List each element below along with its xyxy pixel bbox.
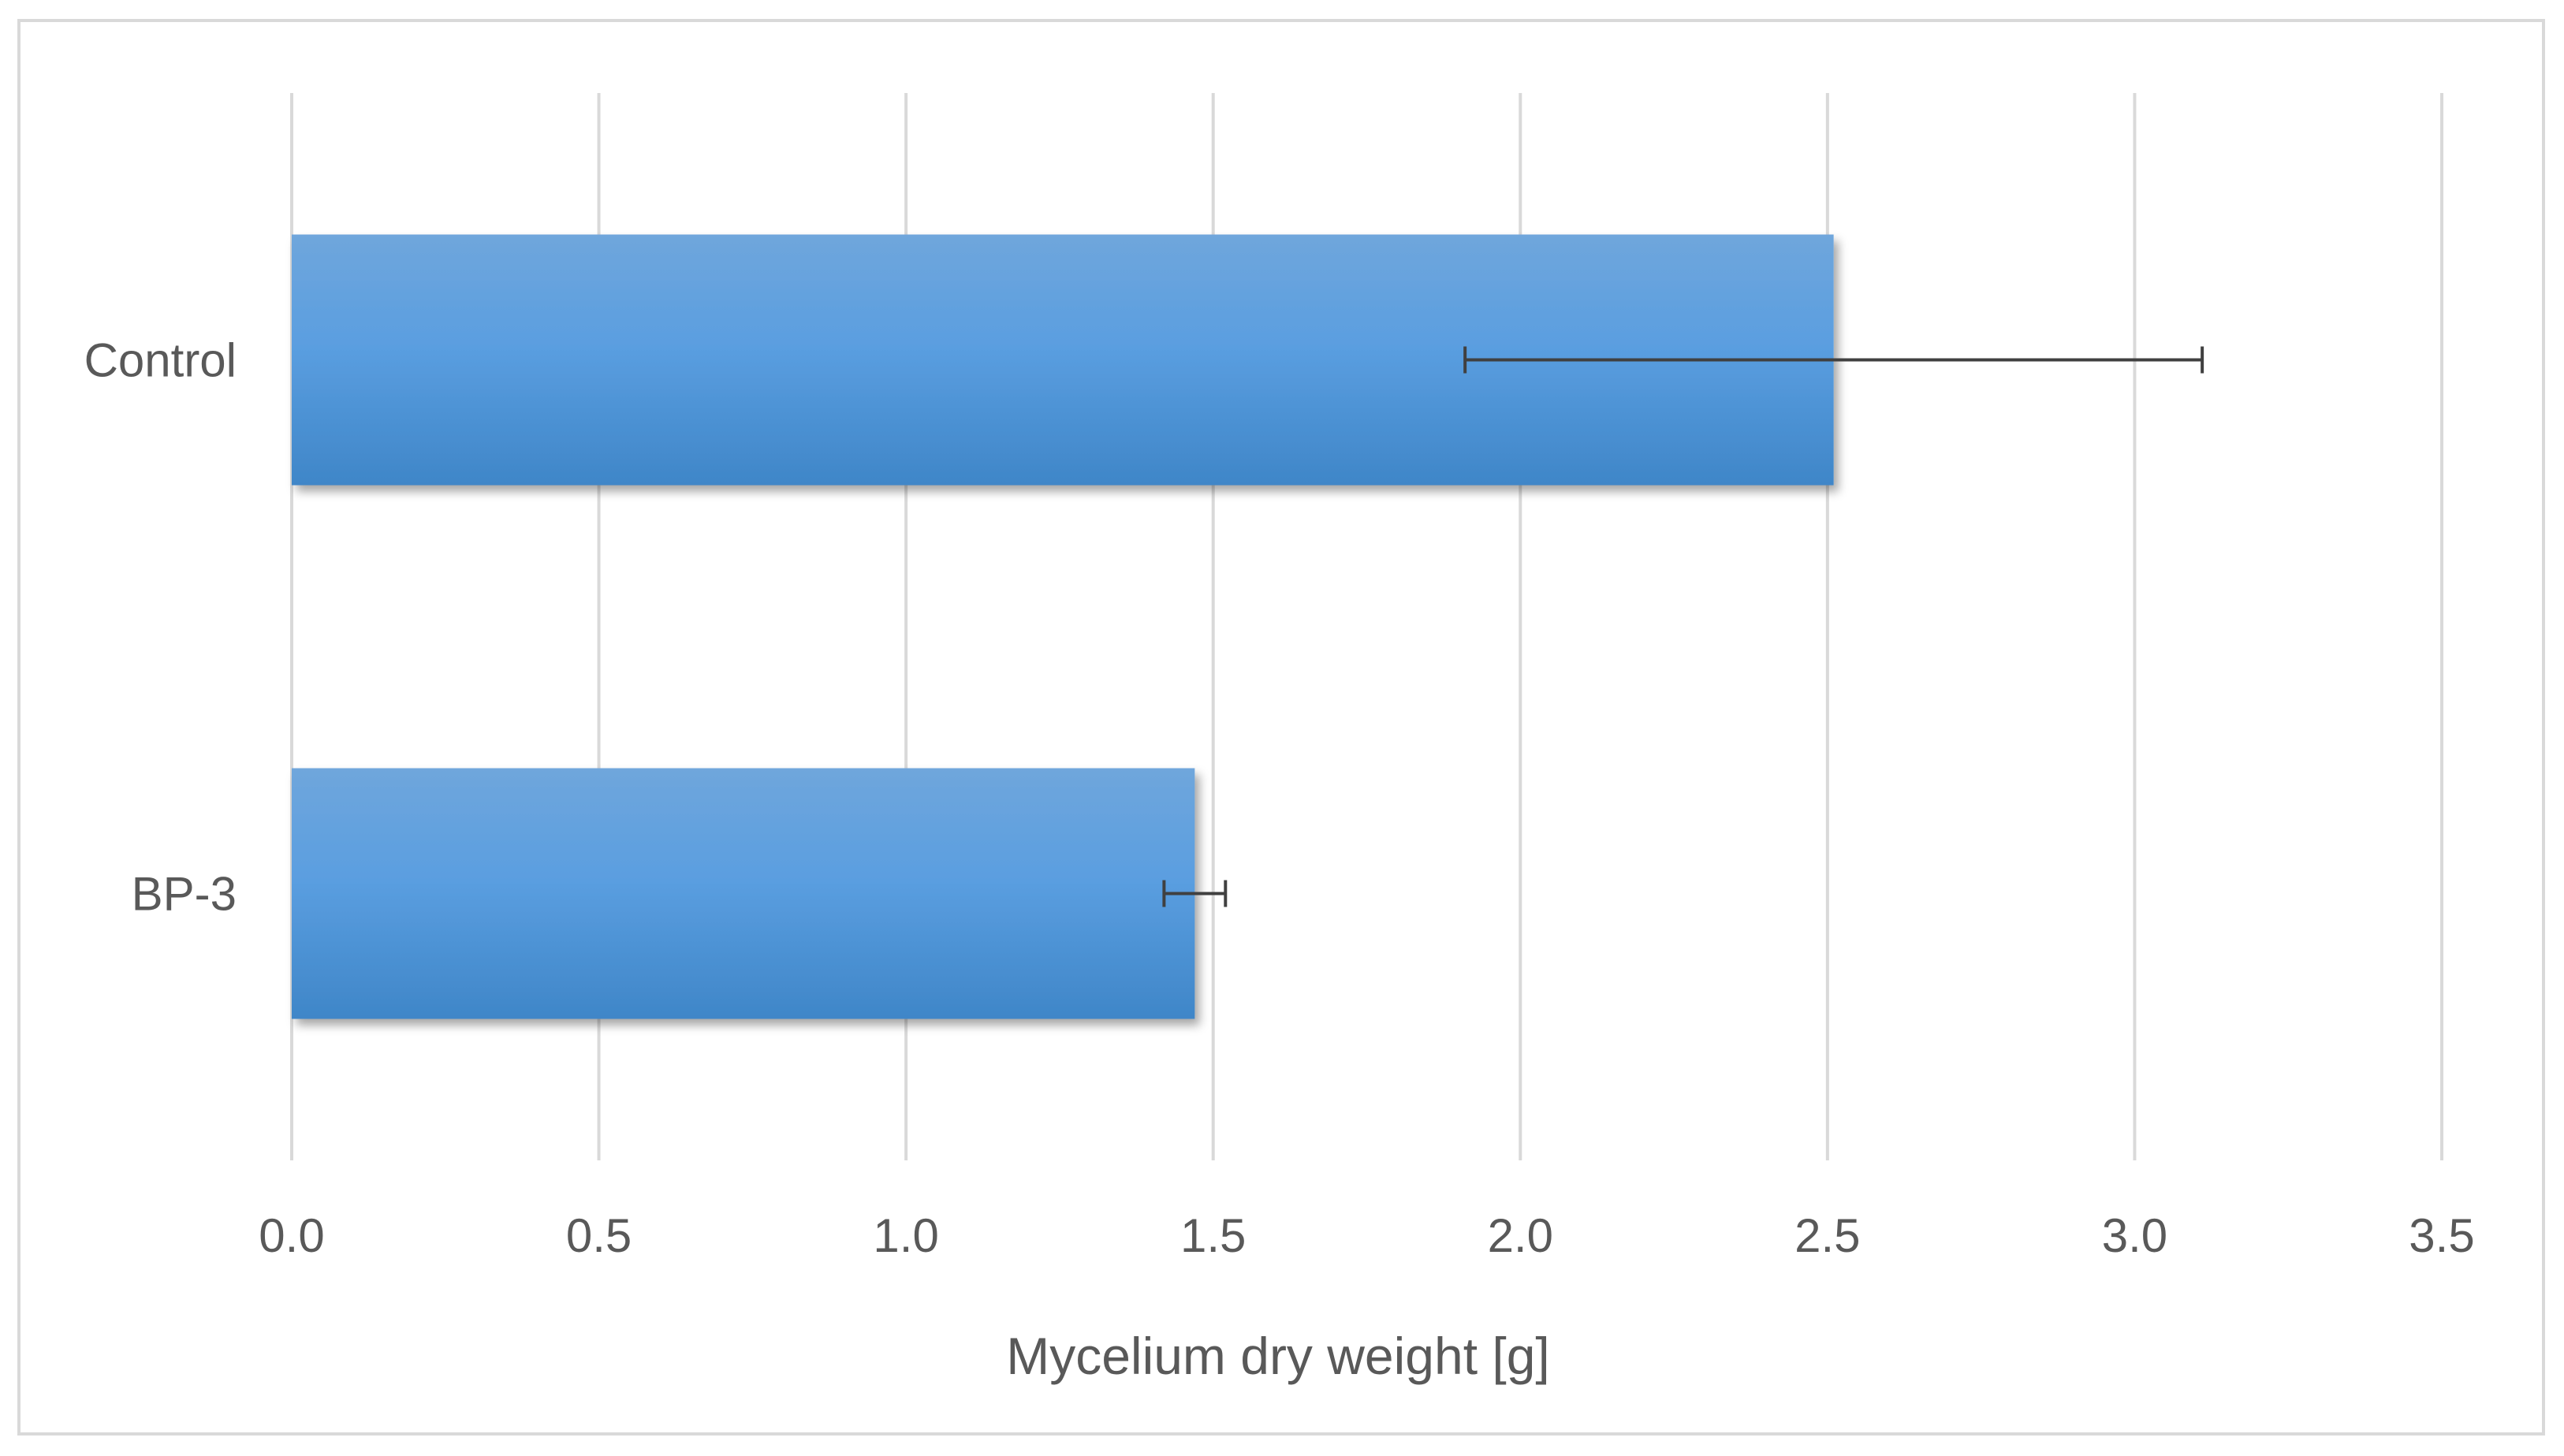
x-tick-label: 3.5 (2409, 1209, 2474, 1262)
x-axis-title: Mycelium dry weight [g] (1006, 1327, 1550, 1385)
bars (292, 234, 1834, 1019)
x-tick-label: 1.5 (1180, 1209, 1246, 1262)
category-labels: Control BP-3 (84, 334, 237, 921)
x-tick-label: 2.0 (1488, 1209, 1553, 1262)
error-bar-control (1463, 346, 2204, 374)
x-tick-label: 0.0 (259, 1209, 324, 1262)
x-tick-label: 3.0 (2102, 1209, 2167, 1262)
category-label: BP-3 (132, 868, 237, 921)
category-label: Control (84, 334, 237, 387)
error-bar-bp-3 (1162, 880, 1228, 907)
x-tick-labels: 0.0 0.5 1.0 1.5 2.0 2.5 3.0 3.5 (259, 1209, 2474, 1262)
x-tick-label: 1.0 (873, 1209, 938, 1262)
x-tick-label: 2.5 (1794, 1209, 1860, 1262)
error-bars (1162, 346, 2204, 907)
bar-bp-3 (292, 768, 1195, 1019)
x-tick-label: 0.5 (566, 1209, 632, 1262)
